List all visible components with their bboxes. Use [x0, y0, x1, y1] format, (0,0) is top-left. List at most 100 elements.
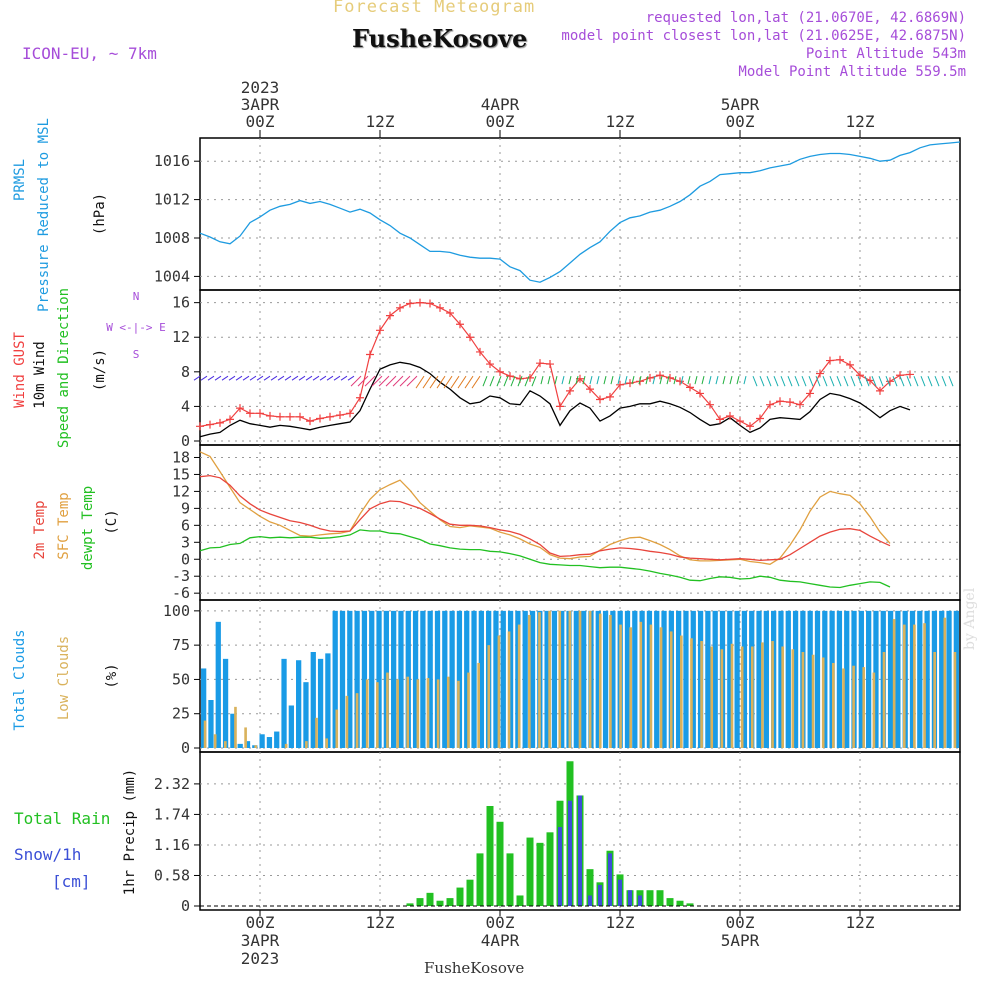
wind-direction-arrow — [878, 375, 884, 387]
gust-marker — [206, 420, 214, 429]
total-cloud-bar — [201, 668, 207, 748]
low-cloud-bar — [629, 627, 632, 748]
gust-marker — [816, 369, 824, 378]
top-time-label: 00Z — [246, 112, 275, 131]
wind-direction-arrow — [357, 375, 369, 387]
wind-direction-arrow — [436, 375, 446, 389]
low-cloud-bar — [284, 743, 288, 748]
rain-bar — [436, 900, 444, 906]
wind-direction-arrow — [652, 376, 656, 385]
low-cloud-bar — [416, 679, 420, 748]
total-cloud-bar — [712, 610, 718, 748]
gust-marker — [656, 371, 664, 380]
low-cloud-bar — [244, 727, 247, 748]
bottom-time-label: 4APR — [481, 931, 520, 950]
low-cloud-bar — [619, 624, 622, 748]
low-cloud-bar — [386, 672, 389, 748]
wind-direction-arrow — [920, 375, 926, 387]
ytick-label-precipitation: 2.32 — [154, 775, 190, 793]
total-cloud-bar — [332, 610, 338, 748]
gust-marker — [356, 393, 364, 402]
wind-direction-arrow — [242, 375, 250, 381]
wind-direction-arrow — [934, 375, 940, 387]
wind-direction-arrow — [399, 375, 411, 387]
gust-marker — [406, 299, 414, 308]
gust-marker — [296, 412, 304, 421]
wind-direction-arrow — [364, 375, 376, 387]
wind-direction-arrow — [836, 375, 842, 387]
low-cloud-bar — [396, 679, 399, 748]
wind-direction-arrow — [200, 375, 208, 381]
wind-direction-arrow — [773, 375, 779, 387]
low-cloud-bar — [487, 645, 491, 748]
low-cloud-bar — [213, 734, 217, 748]
wind-direction-arrow — [482, 375, 488, 387]
total-cloud-bar — [661, 610, 667, 748]
wind-direction-arrow — [457, 375, 467, 389]
model-point-label: model point closest lon,lat (21.0625E, 4… — [561, 28, 966, 44]
top-time-label: 00Z — [486, 112, 515, 131]
wind-direction-arrow — [371, 375, 383, 387]
wind-direction-arrow — [291, 375, 299, 381]
wind-direction-arrow — [561, 376, 565, 385]
wind-direction-arrow — [701, 376, 705, 385]
low-cloud-bar — [821, 657, 825, 748]
total-cloud-bar — [581, 610, 587, 748]
snow-bar — [608, 853, 612, 906]
low-cloud-bar — [862, 667, 866, 748]
gust-marker — [676, 377, 684, 386]
wind-direction-arrow — [708, 376, 712, 385]
total-cloud-bar — [595, 610, 601, 748]
low-cloud-bar — [680, 635, 683, 748]
gust-marker — [746, 422, 754, 431]
total-cloud-bar — [266, 737, 273, 748]
gust-marker — [226, 415, 234, 424]
wind-direction-arrow — [885, 375, 891, 387]
wind-direction-arrow — [235, 375, 243, 381]
gust-marker — [696, 389, 704, 398]
wind-direction-arrow — [214, 375, 222, 381]
gust-marker — [486, 360, 494, 369]
wind-direction-arrow — [752, 375, 758, 387]
gust-marker — [436, 303, 444, 312]
low-cloud-bar — [811, 654, 815, 748]
wind-direction-arrow — [722, 376, 726, 385]
wind-direction-arrow — [221, 375, 229, 381]
low-cloud-bar — [913, 624, 916, 748]
total-cloud-bar — [785, 610, 791, 748]
sfc-temp-line — [199, 451, 891, 565]
gust-marker — [256, 409, 264, 418]
ytick-label-precipitation: 1.16 — [154, 836, 190, 854]
low-cloud-bar — [710, 646, 714, 748]
wind-direction-arrow — [350, 375, 362, 387]
gust-marker — [866, 376, 874, 385]
gust-marker — [766, 400, 774, 409]
bottom-time-label: 00Z — [486, 913, 515, 932]
bottom-time-label: 00Z — [246, 913, 275, 932]
total-cloud-bar — [690, 610, 696, 748]
low-cloud-bar — [609, 614, 612, 748]
gust-line — [199, 301, 911, 428]
low-cloud-bar — [517, 624, 521, 748]
wind-direction-arrow — [906, 375, 912, 387]
low-cloud-bar — [254, 745, 258, 748]
low-cloud-bar — [335, 709, 339, 748]
gust-marker — [706, 400, 714, 409]
low-cloud-bar — [203, 720, 207, 748]
wind-direction-arrow — [415, 375, 425, 389]
top-time-label: 12Z — [366, 112, 395, 131]
requested-point-label: requested lon,lat (21.0670E, 42.6869N) — [645, 10, 966, 26]
total-cloud-bar — [449, 610, 455, 748]
wind-direction-arrow — [659, 376, 663, 385]
total-cloud-bar — [887, 610, 894, 748]
total-cloud-bar — [807, 610, 813, 748]
gust-marker — [596, 395, 604, 404]
snow-bar — [618, 879, 622, 906]
low-cloud-bar — [588, 610, 592, 748]
wind-direction-arrow — [575, 376, 579, 385]
total-cloud-bar — [296, 660, 302, 748]
total-cloud-bar — [953, 610, 959, 748]
total-cloud-bar — [208, 700, 214, 748]
low-cloud-bar — [477, 662, 480, 748]
